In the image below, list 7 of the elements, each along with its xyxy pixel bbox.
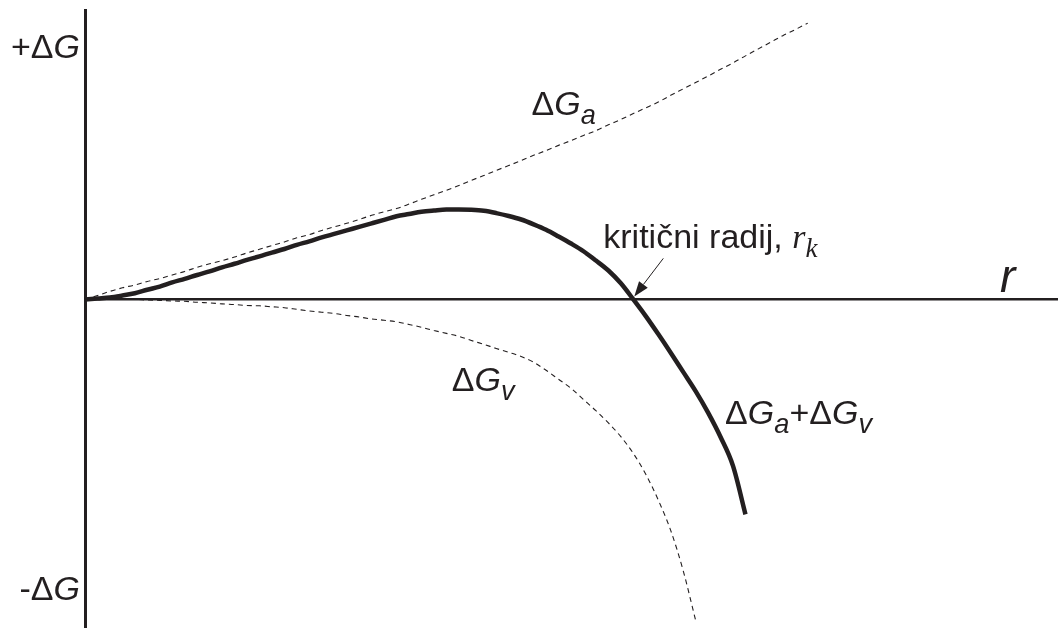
annotation: kritični radij, r$_{k}$ (603, 217, 818, 264)
text: +ΔG (10, 27, 80, 65)
series-label: ΔG$_{a}$ (531, 84, 596, 131)
series-label: ΔG$_{a}$+ΔG$_{v}$ (725, 393, 873, 439)
text: -ΔG (19, 569, 80, 607)
x-axis-title: r (1000, 250, 1016, 303)
series-label: ΔG$_{v}$ (451, 360, 515, 407)
